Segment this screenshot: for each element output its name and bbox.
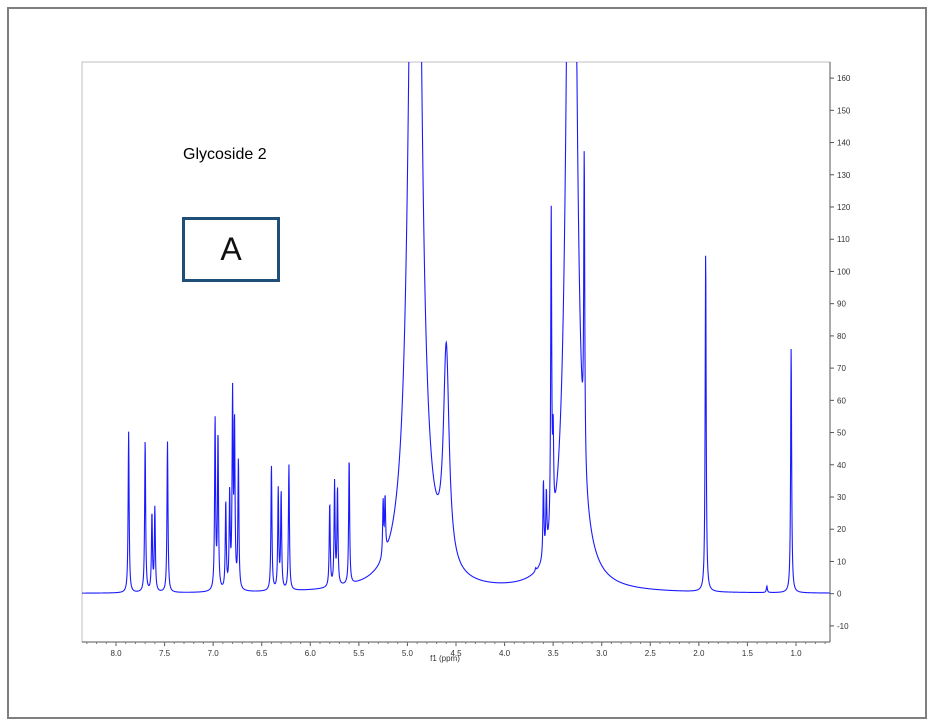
x-tick-label: 4.0 [499, 649, 511, 658]
y-tick-label: -10 [837, 622, 849, 631]
y-tick-label: 60 [837, 396, 846, 405]
y-tick-label: 140 [837, 139, 851, 148]
y-tick-label: 110 [837, 235, 850, 244]
sample-label: Glycoside 2 [183, 146, 267, 163]
x-tick-label: 2.0 [693, 649, 705, 658]
y-tick-label: 120 [837, 203, 851, 212]
x-tick-label: 1.0 [790, 649, 802, 658]
x-tick-label: 3.0 [596, 649, 608, 658]
panel-label-box: A [182, 217, 280, 282]
y-tick-label: 30 [837, 493, 846, 502]
x-tick-label: 3.5 [548, 649, 560, 658]
panel-label: A [220, 231, 242, 267]
x-tick-label: 2.5 [645, 649, 657, 658]
x-tick-label: 6.5 [256, 649, 268, 658]
x-tick-label: 5.5 [353, 649, 365, 658]
y-tick-label: 70 [837, 364, 846, 373]
y-tick-label: 80 [837, 332, 846, 341]
y-tick-label: 20 [837, 525, 846, 534]
y-tick-label: 10 [837, 557, 846, 566]
y-tick-label: 130 [837, 171, 851, 180]
y-tick-label: 150 [837, 106, 851, 115]
y-axis-ticks: -10 0 10 20 30 40 50 60 70 80 90 100 110 120 130 140 150… [830, 74, 851, 631]
y-tick-label: 50 [837, 429, 846, 438]
x-tick-label: 1.5 [742, 649, 754, 658]
x-tick-label: 7.5 [159, 649, 171, 658]
x-tick-label: 5.0 [402, 649, 414, 658]
x-tick-label: 8.0 [110, 649, 122, 658]
spectrum-trace [82, 62, 830, 594]
x-tick-label: 6.0 [305, 649, 317, 658]
y-tick-label: 40 [837, 461, 846, 470]
x-tick-label: 4.5 [450, 649, 462, 658]
x-axis-ticks: 8.0 7.5 7.0 6.5 6.0 5.5 5.0 4.5 4.0 3.5 3.0 2.5 2.0 1… [86, 642, 826, 658]
y-tick-label: 90 [837, 300, 846, 309]
y-tick-label: 100 [837, 267, 851, 276]
x-tick-label: 7.0 [208, 649, 220, 658]
y-tick-label: 160 [837, 74, 851, 83]
x-axis-label: f1 (ppm) [430, 654, 460, 663]
y-tick-label: 0 [837, 590, 842, 599]
